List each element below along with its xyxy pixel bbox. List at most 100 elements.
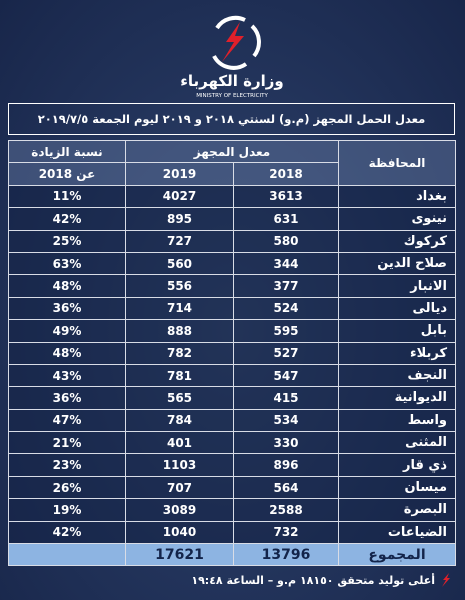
value-cell: 21% (8, 431, 126, 455)
header-row: نسبة الزيادة معدل المجهز المحافظة (8, 139, 456, 186)
value-cell: 1103 (125, 453, 234, 477)
ministry-en: MINISTRY OF ELECTRICITY (196, 93, 268, 99)
data-row: 42% 895 631 نينوى (8, 207, 456, 231)
value-cell: 895 (125, 207, 234, 231)
value-cell: 580 (233, 229, 339, 253)
value-cell: 556 (125, 274, 234, 298)
data-row: 48% 782 527 كربلاء (8, 341, 456, 365)
value-cell: 401 (125, 431, 234, 455)
value-cell: 781 (125, 363, 234, 388)
value-cell: 42% (8, 520, 126, 545)
province-cell: كربلاء (338, 341, 456, 365)
province-cell: البصرة (338, 498, 456, 522)
province-cell: كركوك (338, 229, 456, 253)
value-cell: 524 (233, 296, 339, 321)
value-cell: 48% (8, 341, 126, 365)
value-cell: 36% (8, 386, 126, 410)
data-row: 47% 784 534 واسط (8, 408, 456, 433)
value-cell: 11% (8, 184, 126, 209)
value-cell: 782 (125, 341, 234, 365)
value-cell: 47% (8, 408, 126, 433)
value-cell: 63% (8, 251, 126, 276)
province-cell: واسط (338, 408, 456, 433)
value-cell: 36% (8, 296, 126, 321)
data-row: 42% 1040 732 الضياعات (8, 520, 456, 545)
footer: أعلى توليد متحقق ١٨١٥٠ م.و – الساعة ١٩:٤… (0, 570, 465, 590)
value-cell: 3089 (125, 498, 234, 522)
value-cell: 732 (233, 520, 339, 545)
province-cell: الانبار (338, 274, 456, 298)
province-cell: بغداد (338, 184, 456, 209)
logo-bolt (222, 22, 244, 62)
value-cell: 344 (233, 251, 339, 276)
value-cell: 19% (8, 498, 126, 522)
data-row: 43% 781 547 النجف (8, 363, 456, 388)
table-body: نسبة الزيادة معدل المجهز المحافظة عن 201… (8, 139, 456, 567)
value-cell: 377 (233, 274, 339, 298)
empty-cell (8, 543, 126, 567)
province-cell: نينوى (338, 207, 456, 231)
province-cell: النجف (338, 363, 456, 388)
value-cell: 727 (125, 229, 234, 253)
logo-ring (212, 15, 261, 70)
value-cell: 42% (8, 207, 126, 231)
value-cell: 527 (233, 341, 339, 365)
data-row: 36% 565 415 الديوانية (8, 386, 456, 410)
value-cell: 534 (233, 408, 339, 433)
value-cell: 49% (8, 319, 126, 343)
footer-text: أعلى توليد متحقق ١٨١٥٠ م.و – الساعة ١٩:٤… (191, 573, 435, 587)
data-row: 63% 560 344 صلاح الدين (8, 251, 456, 276)
value-cell: 888 (125, 319, 234, 343)
value-cell: 4027 (125, 184, 234, 209)
value-cell: 595 (233, 319, 339, 343)
value-cell: 48% (8, 274, 126, 298)
value-cell: 784 (125, 408, 234, 433)
header-cell: عن 2018 (8, 162, 126, 186)
header-cell: المحافظة (338, 140, 456, 186)
data-row: 49% 888 595 بابل (8, 319, 456, 343)
data-row: 36% 714 524 ديالى (8, 296, 456, 321)
data-row: 11% 4027 3613 بغداد (8, 184, 456, 209)
total-row: 17621 13796 المجموع (8, 543, 456, 567)
value-cell: 26% (8, 475, 126, 500)
province-cell: ذي قار (338, 453, 456, 477)
value-cell: 707 (125, 475, 234, 500)
value-cell: 13796 (233, 543, 339, 567)
header-cell: معدل المجهز (125, 139, 339, 164)
value-cell: 631 (233, 207, 339, 231)
value-cell: 43% (8, 363, 126, 388)
header-cell: 2018 (233, 162, 339, 186)
value-cell: 23% (8, 453, 126, 477)
data-row: 23% 1103 896 ذي قار (8, 453, 456, 477)
data-row: 26% 707 564 ميسان (8, 475, 456, 500)
province-cell: ميسان (338, 475, 456, 500)
province-cell: المجموع (338, 543, 456, 567)
logo: وزارة الكهرباء MINISTRY OF ELECTRICITY (180, 15, 284, 99)
province-cell: صلاح الدين (338, 251, 456, 276)
value-cell: 565 (125, 386, 234, 410)
value-cell: 3613 (233, 184, 339, 209)
value-cell: 547 (233, 363, 339, 388)
province-cell: المثنى (338, 431, 456, 455)
ministry-ar: وزارة الكهرباء (180, 72, 283, 90)
value-cell: 330 (233, 431, 339, 455)
footer-bolt (442, 573, 450, 587)
value-cell: 25% (8, 229, 126, 253)
value-cell: 17621 (125, 543, 234, 567)
value-cell: 560 (125, 251, 234, 276)
province-cell: الضياعات (338, 520, 456, 545)
header-cell: 2019 (125, 162, 234, 186)
data-table: نسبة الزيادة معدل المجهز المحافظة عن 201… (8, 139, 456, 567)
title: معدل الحمل المجهز (م.و) لسنتي ٢٠١٨ و ٢٠١… (8, 103, 455, 135)
data-row: 19% 3089 2588 البصرة (8, 498, 456, 522)
data-row: 21% 401 330 المثنى (8, 431, 456, 455)
data-row: 48% 556 377 الانبار (8, 274, 456, 298)
value-cell: 415 (233, 386, 339, 410)
value-cell: 896 (233, 453, 339, 477)
value-cell: 1040 (125, 520, 234, 545)
province-cell: بابل (338, 319, 456, 343)
value-cell: 714 (125, 296, 234, 321)
header-cell: نسبة الزيادة (8, 139, 126, 164)
value-cell: 564 (233, 475, 339, 500)
